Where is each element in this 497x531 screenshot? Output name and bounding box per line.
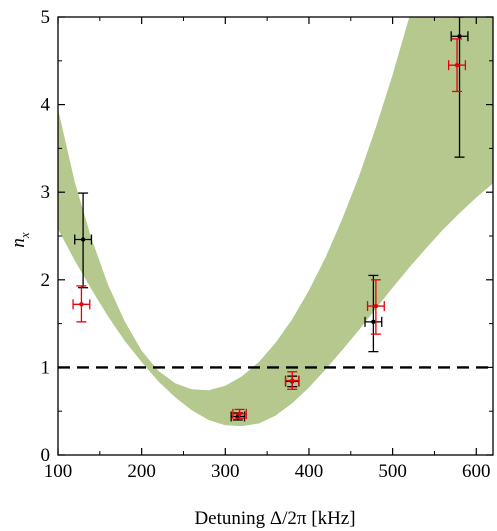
data-point [232, 408, 247, 419]
data-point [450, 17, 469, 158]
x-tick-label: 200 [127, 461, 156, 482]
point-marker [454, 62, 460, 68]
series-2 [72, 38, 467, 419]
data-point [366, 279, 385, 335]
x-tick-label: 300 [211, 461, 240, 482]
x-tick-label: 400 [295, 461, 324, 482]
data-point [364, 274, 383, 353]
x-tick-label: 600 [462, 461, 491, 482]
data-layer [58, 17, 493, 427]
y-tick-label: 3 [41, 182, 51, 203]
point-marker [237, 411, 242, 417]
x-tick-label: 500 [378, 461, 407, 482]
ticks: 100 200 300 400 500 600 0 1 2 3 4 5 [41, 7, 493, 482]
point-marker [290, 378, 295, 383]
data-point [448, 38, 467, 93]
point-marker [457, 34, 462, 39]
y-axis-label-subscript: x [17, 232, 32, 239]
data-point [74, 192, 93, 289]
data-point [72, 285, 91, 323]
data-point [284, 371, 300, 390]
y-tick-label: 4 [41, 95, 51, 116]
y-axis-label: nx [8, 232, 32, 248]
y-axis-label-main: n [8, 238, 29, 248]
point-marker [80, 237, 86, 242]
x-axis-label: Detuning Δ/2π [kHz] [194, 508, 355, 529]
point-marker [371, 319, 376, 325]
plot-area: 100 200 300 400 500 600 0 1 2 3 4 5 [41, 7, 494, 482]
theory-band [58, 17, 493, 427]
point-marker [373, 303, 379, 309]
y-tick-label: 0 [41, 445, 51, 466]
y-tick-label: 1 [41, 357, 51, 378]
y-tick-label: 5 [41, 7, 51, 28]
x-tick-label: 100 [44, 461, 73, 482]
y-tick-label: 2 [41, 270, 51, 291]
point-marker [79, 302, 84, 307]
